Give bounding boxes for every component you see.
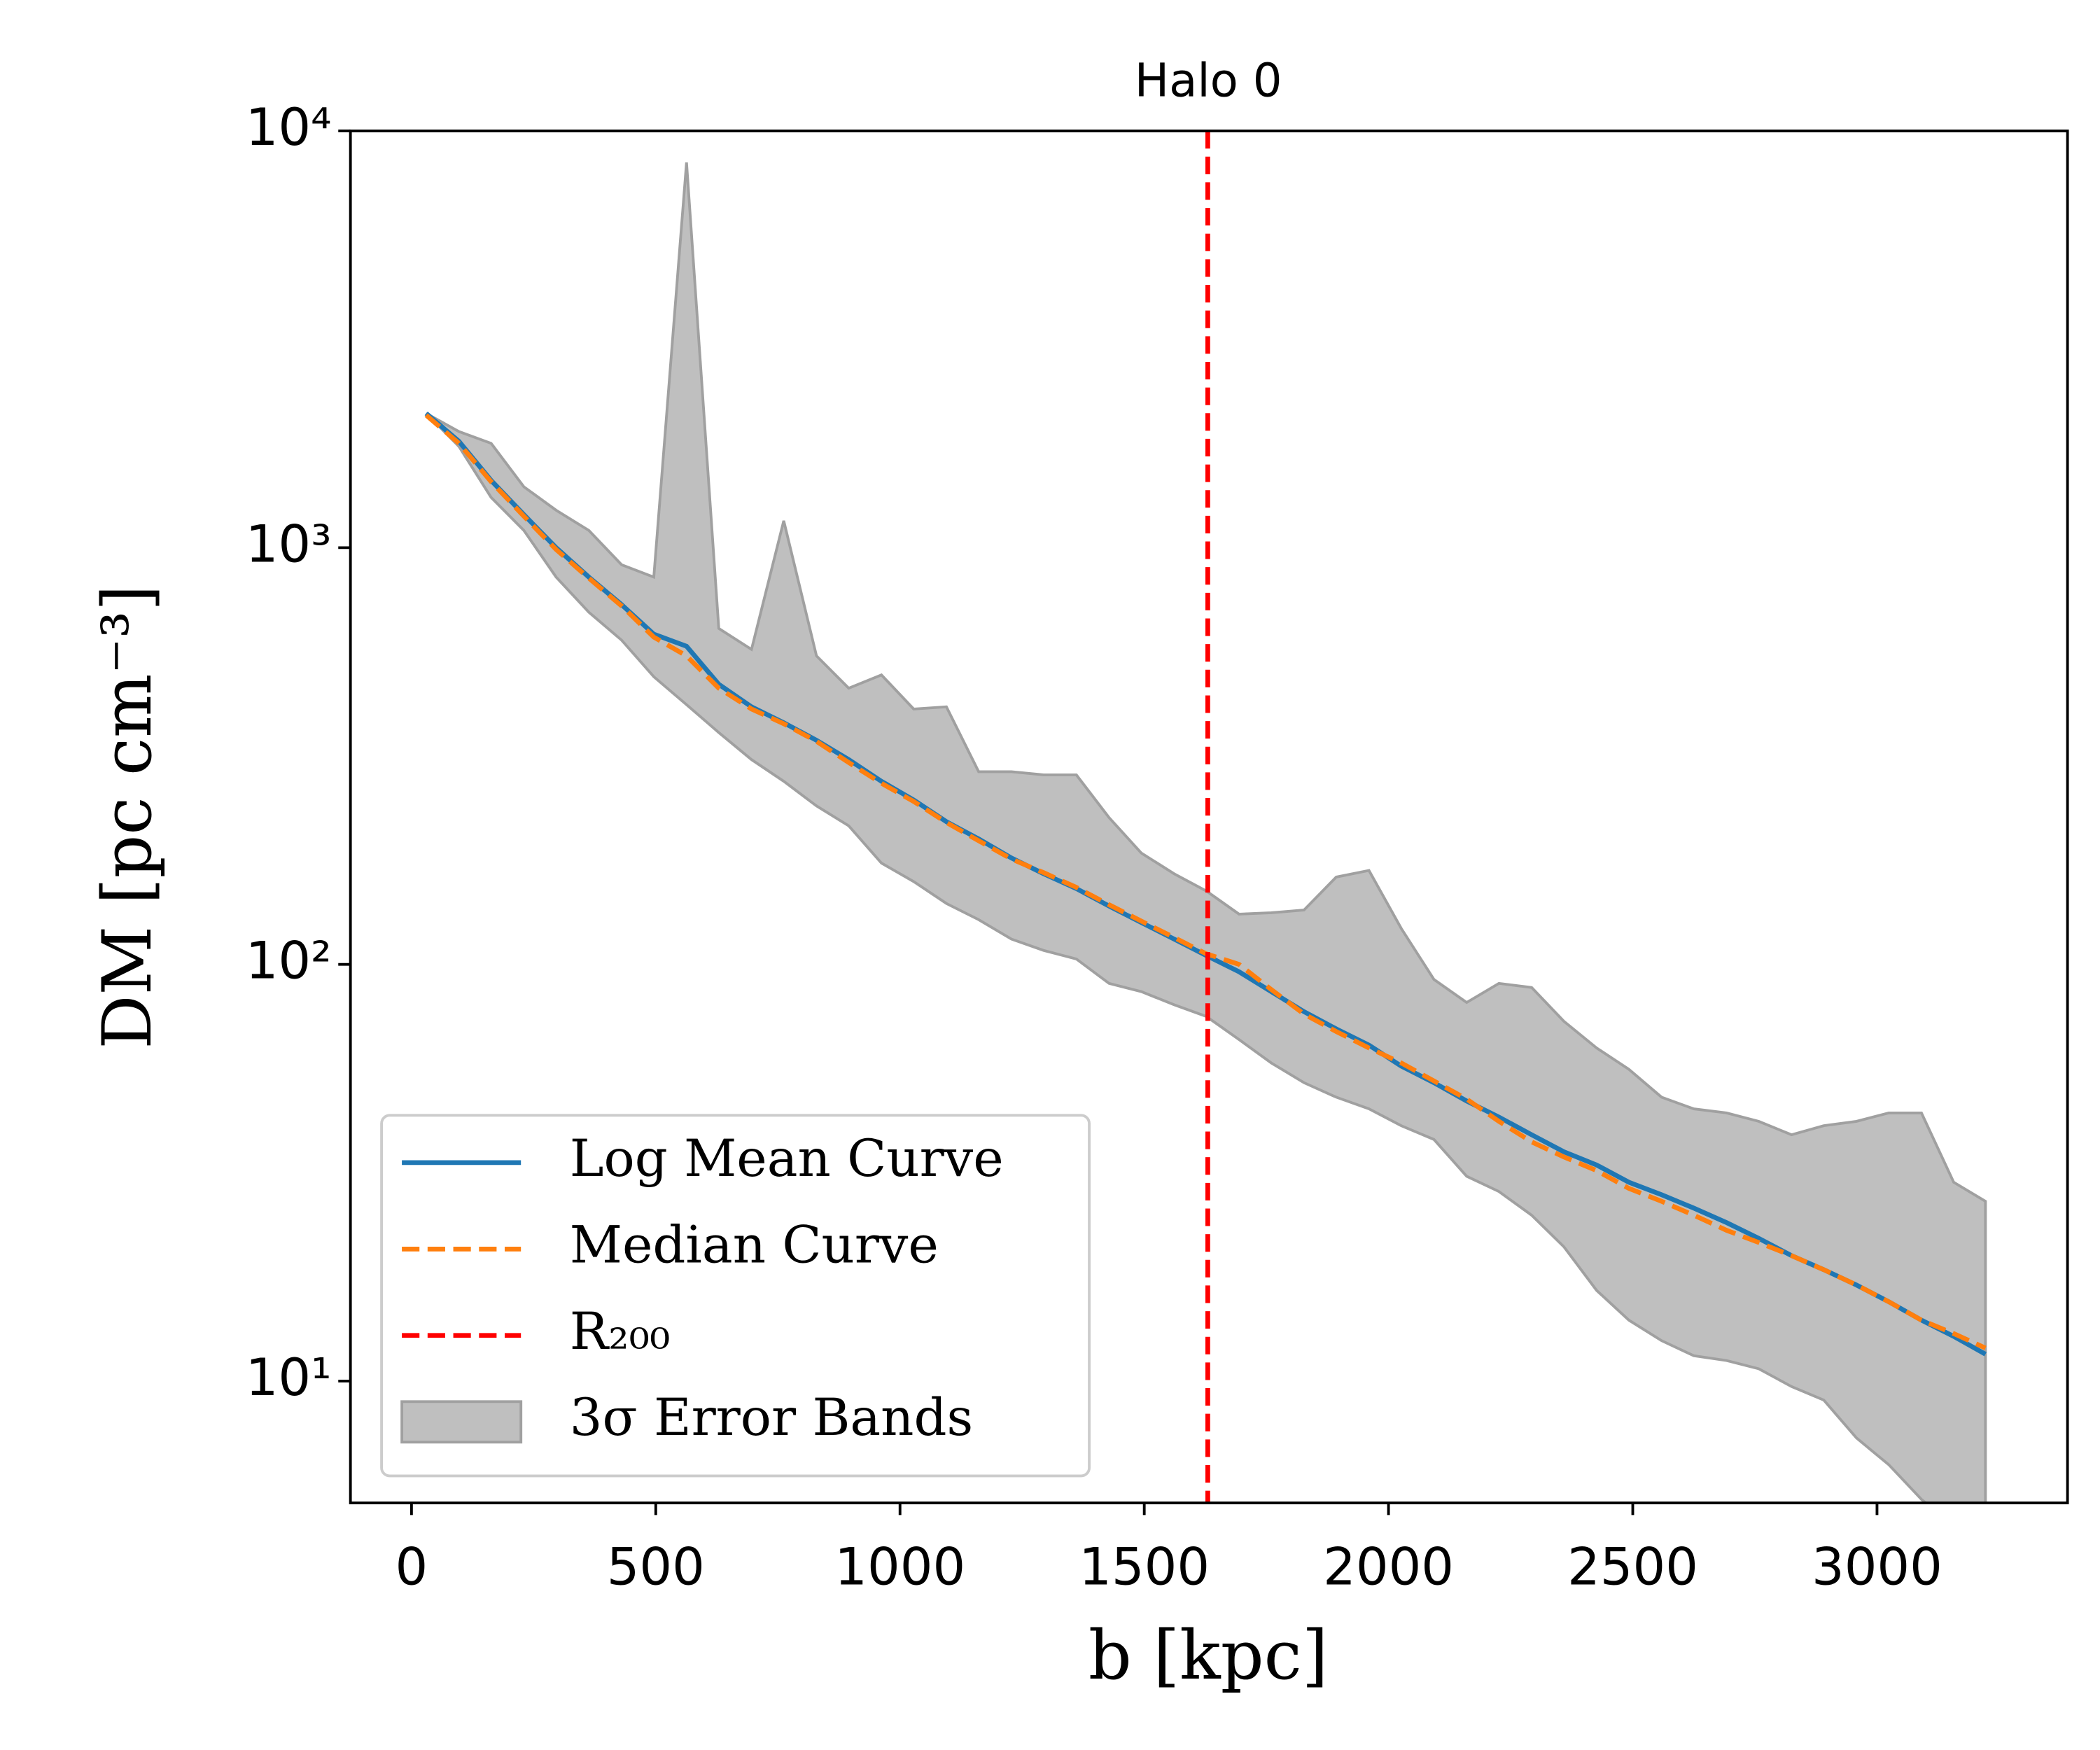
y-tick-label: 10¹ xyxy=(246,1348,332,1408)
chart-title: Halo 0 xyxy=(1135,55,1282,108)
legend: Log Mean Curve Median Curve R₂₀₀ 3σ Error B… xyxy=(380,1114,1091,1478)
x-tick-label: 2500 xyxy=(1567,1538,1698,1597)
x-axis-label: b [kpc] xyxy=(1088,1616,1329,1695)
x-tick-label: 500 xyxy=(607,1538,705,1597)
legend-label: Log Mean Curve xyxy=(570,1129,1004,1189)
plot-frame xyxy=(349,130,2069,1504)
legend-label: 3σ Error Bands xyxy=(570,1388,973,1448)
y-axis-label: DM [pc cm⁻³] xyxy=(88,584,167,1049)
x-tick-label: 0 xyxy=(396,1538,428,1597)
x-tick-label: 2000 xyxy=(1323,1538,1454,1597)
y-tick-label: 10³ xyxy=(246,514,332,574)
x-tick-label: 3000 xyxy=(1812,1538,1942,1597)
legend-label: Median Curve xyxy=(570,1215,939,1275)
x-tick-label: 1500 xyxy=(1079,1538,1210,1597)
legend-label: R₂₀₀ xyxy=(570,1302,671,1362)
y-tick-label: 10⁴ xyxy=(246,98,332,158)
x-tick-label: 1000 xyxy=(834,1538,965,1597)
legend-frame xyxy=(380,1114,1091,1478)
legend-handle xyxy=(400,1400,523,1444)
y-tick-label: 10² xyxy=(246,932,332,991)
